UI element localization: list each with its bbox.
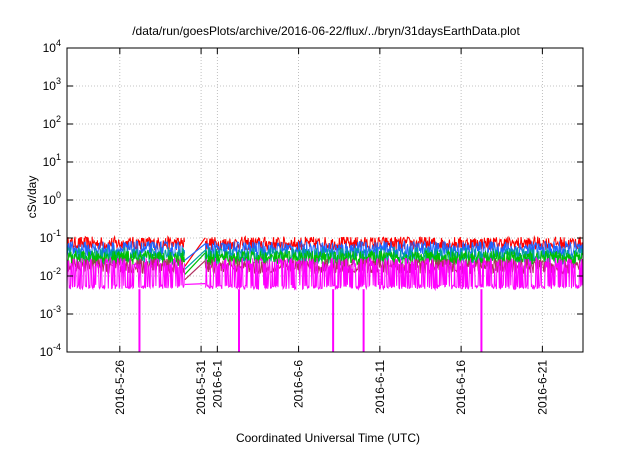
series-line	[66, 256, 185, 291]
series-line	[204, 245, 584, 265]
gap-connector	[184, 249, 206, 270]
gap-connector	[184, 252, 206, 275]
y-tick-label: 10-2	[40, 266, 61, 283]
grid	[67, 47, 583, 353]
gap-connector	[184, 260, 206, 281]
gap-connector	[184, 243, 206, 261]
chart-title: /data/run/goesPlots/archive/2016-06-22/f…	[132, 24, 520, 38]
x-tick-label: 2016-6-16	[454, 360, 468, 415]
series-line	[66, 257, 185, 275]
y-tick-label: 102	[43, 114, 61, 131]
y-tick-label: 103	[43, 76, 61, 93]
y-tick-label: 101	[43, 152, 61, 169]
plot-frame	[66, 47, 584, 353]
x-tick-label: 2016-6-21	[535, 360, 549, 415]
x-axis-title: Coordinated Universal Time (UTC)	[236, 431, 420, 445]
x-tick-label: 2016-6-6	[292, 360, 306, 408]
y-tick-label: 10-1	[40, 228, 61, 245]
y-tick-labels: 10-4 10-3 10-2 10-1 100 101 102 103 104	[40, 38, 61, 359]
x-tick-label: 2016-6-1	[210, 360, 224, 408]
series-line	[204, 249, 584, 268]
x-tick-label: 2016-6-11	[373, 360, 387, 414]
y-tick-label: 10-4	[40, 342, 61, 359]
x-tick-label: 2016-5-26	[113, 360, 127, 415]
y-tick-label: 104	[43, 38, 61, 55]
series-line	[66, 239, 185, 259]
gap-connector	[184, 283, 206, 286]
y-tick-label: 100	[43, 190, 61, 207]
axes	[66, 47, 584, 353]
x-tick-labels: 2016-5-26 2016-5-31 2016-6-1 2016-6-6 2016-6…	[113, 360, 550, 415]
series-line	[204, 256, 584, 292]
series-group	[66, 234, 584, 352]
y-axis-title: cSv/day	[25, 176, 39, 219]
y-tick-label: 10-3	[40, 304, 61, 321]
x-tick-label: 2016-5-31	[194, 360, 208, 415]
